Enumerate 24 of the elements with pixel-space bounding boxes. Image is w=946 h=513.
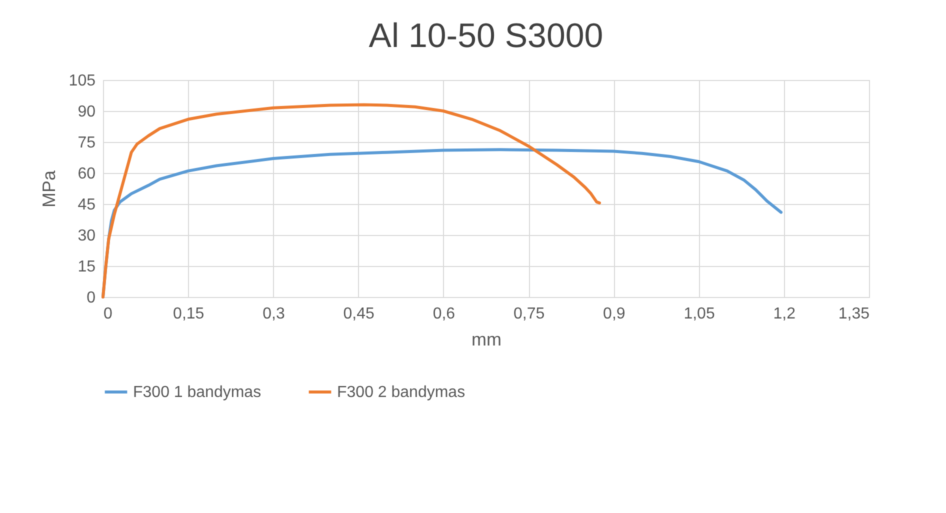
x-tick-label: 0,15 xyxy=(173,306,204,322)
x-tick-label: 0,75 xyxy=(513,306,545,322)
x-tick-label: 0,6 xyxy=(432,306,456,322)
x-tick-label: 1,2 xyxy=(773,306,796,322)
y-tick-label: 90 xyxy=(78,104,96,120)
x-tick-label: 0,3 xyxy=(262,306,285,322)
x-tick-label: 0,45 xyxy=(343,306,375,322)
x-tick-label: 0 xyxy=(104,306,112,322)
x-tick-label: 0,9 xyxy=(603,306,626,322)
x-axis-title: mm xyxy=(472,330,502,350)
legend-label: F300 1 bandymas xyxy=(133,384,262,401)
y-tick-label: 60 xyxy=(78,166,96,182)
y-tick-label: 30 xyxy=(78,228,96,244)
legend-label: F300 2 bandymas xyxy=(337,384,466,401)
y-tick-label: 105 xyxy=(68,72,96,90)
y-axis-title: MPa xyxy=(38,170,59,208)
line-series xyxy=(102,103,601,298)
x-tick-label: 1,35 xyxy=(838,306,870,322)
y-tick-label: 0 xyxy=(86,290,96,306)
chart-title: Al 10-50 S3000 xyxy=(368,17,604,55)
y-tick-label: 15 xyxy=(78,258,96,276)
x-tick-label: 1,05 xyxy=(684,306,715,322)
y-tick-label: 75 xyxy=(78,134,96,152)
y-tick-label: 45 xyxy=(78,196,96,214)
